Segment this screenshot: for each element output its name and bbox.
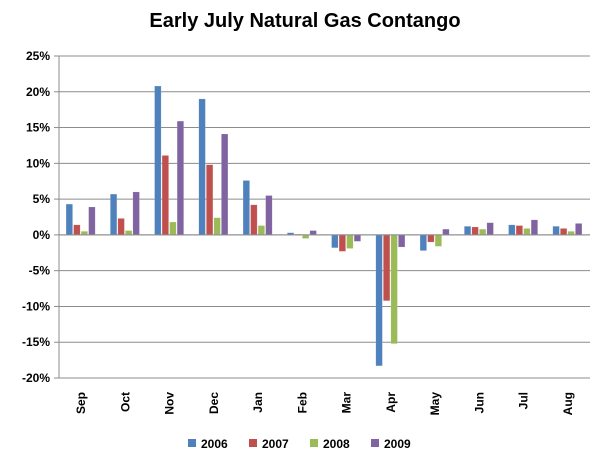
bar-2006-jan [242,180,250,236]
y-tick-label: -10% [22,299,50,313]
x-tick-label: Nov [163,392,177,415]
bar-2007-aug [560,228,568,236]
x-tick-label: Dec [207,392,221,414]
bar-2007-mar [338,234,346,252]
y-tick-label: -15% [22,335,50,349]
y-tick-label: 0% [33,228,51,242]
x-tick-label: May [428,392,442,416]
y-axis-ticks: 25% 20% 15% 10% 5% 0% -5% -10% -15% -20% [22,49,59,385]
bars [65,85,583,367]
x-tick-label: Jul [517,392,531,409]
bar-2006-dec [198,98,206,236]
bar-2007-jun [471,226,479,236]
legend-label-2006: 2006 [201,437,228,451]
legend-swatch-2008 [310,439,318,447]
bar-2009-sep [88,206,96,236]
y-tick-label: -20% [22,371,50,385]
y-tick-label: 5% [33,192,51,206]
bar-2007-jul [515,225,523,236]
y-tick-label: 15% [26,121,50,135]
bar-2008-oct [125,230,133,236]
bar-2007-sep [73,224,81,236]
bar-2008-feb [302,234,310,239]
bar-2007-nov [161,155,169,236]
bar-2006-oct [110,193,118,236]
legend: 2006 2007 2008 2009 [188,437,411,451]
bar-2009-mar [353,234,361,242]
bar-2009-feb [309,230,317,236]
legend-swatch-2009 [371,439,379,447]
bar-2006-nov [154,85,162,236]
bar-2009-jan [265,195,273,236]
y-tick-label: 25% [26,49,50,63]
chart-title: Early July Natural Gas Contango [149,10,460,32]
bar-2008-nov [169,221,177,236]
legend-swatch-2007 [249,439,257,447]
bar-2008-jul [523,228,531,236]
x-tick-label: Sep [74,392,88,414]
bar-2007-dec [206,164,214,236]
bar-2007-may [427,234,435,243]
bar-2008-jun [479,228,487,236]
bar-2006-sep [65,203,73,236]
bar-2008-may [434,234,442,247]
bar-2007-jan [250,204,258,236]
bar-2006-jul [508,224,516,236]
bar-2009-jun [486,222,494,236]
y-tick-label: 20% [26,85,50,99]
x-tick-label: Jun [472,392,486,413]
bar-2007-oct [117,218,125,236]
bar-2008-aug [567,231,575,236]
legend-label-2009: 2009 [384,437,411,451]
bar-2006-mar [331,234,339,249]
bar-2006-aug [552,226,560,236]
x-tick-label: Apr [384,392,398,413]
bar-2006-apr [375,234,383,367]
bar-2009-nov [176,120,184,236]
bar-2009-dec [221,133,229,236]
legend-label-2007: 2007 [262,437,289,451]
x-tick-label: Aug [561,392,575,415]
axes [58,56,590,378]
bar-2008-dec [213,217,221,236]
bar-2009-apr [398,234,406,248]
x-tick-label: Oct [118,392,132,412]
bar-2008-mar [346,234,354,249]
legend-label-2008: 2008 [323,437,350,451]
bar-2009-oct [132,191,140,236]
bar-2008-apr [390,234,398,344]
bar-2006-may [419,234,427,251]
bar-2007-apr [383,234,391,301]
x-tick-label: Mar [340,392,354,414]
bar-2006-jun [464,226,472,236]
y-tick-label: 10% [26,156,50,170]
bar-2008-sep [80,231,88,236]
bar-2009-may [442,228,450,236]
x-tick-label: Feb [295,392,309,413]
legend-swatch-2006 [188,439,196,447]
bar-2008-jan [257,225,265,236]
bar-2009-jul [530,219,538,236]
x-tick-label: Jan [251,392,265,413]
bar-2009-aug [575,223,583,236]
y-tick-label: -5% [29,264,51,278]
x-axis-ticks: Sep Oct Nov Dec Jan Feb Mar Apr May Jun Jul Aug [74,392,575,416]
